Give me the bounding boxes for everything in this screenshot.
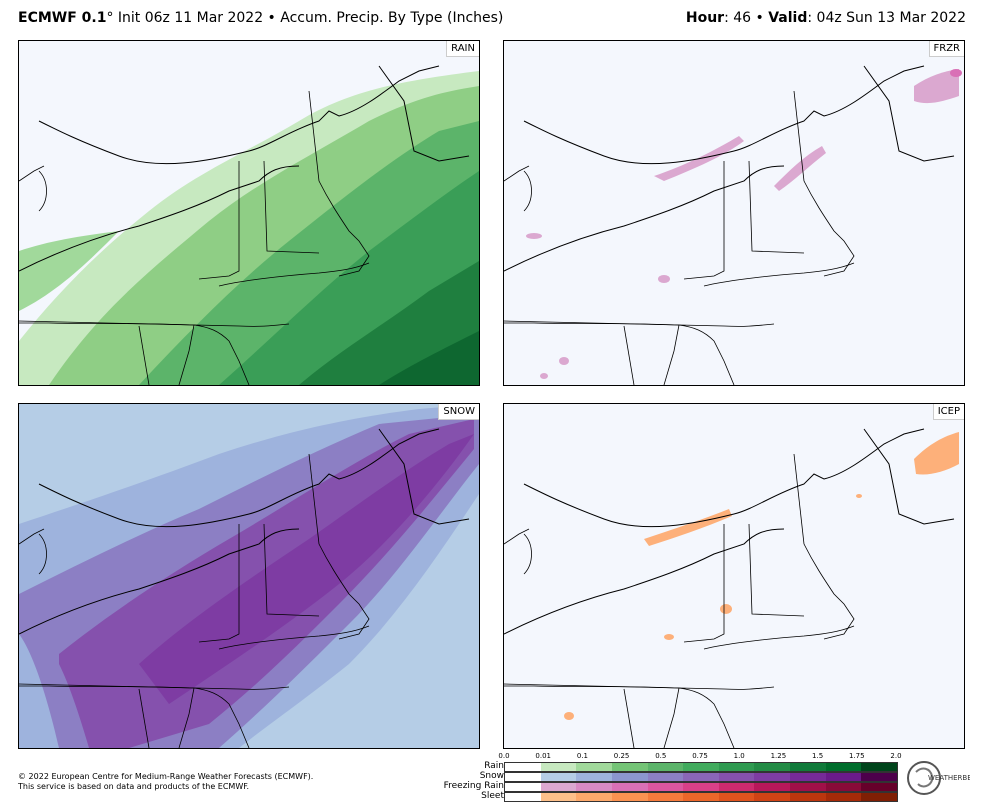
legend-swatch [683,773,719,781]
legend-swatch [505,793,541,801]
logo-text: WEATHERBELL [928,774,970,782]
legend-tick: 1.25 [770,752,787,760]
legend-swatch [754,793,791,801]
legend-tick: 0.75 [692,752,708,760]
legend-swatch [576,783,612,791]
precip-legend: 0.0 0.01 0.1 0.25 0.5 0.75 1.0 1.25 1.5 1.75 2.0 R… [420,752,902,804]
legend-tick: 0.0 [498,752,510,760]
valid-label: Valid [768,10,808,26]
legend-swatch [611,763,648,771]
legend-swatch [754,773,791,781]
legend-swatch [861,763,898,771]
legend-swatch [576,763,612,771]
legend-color-bar [504,792,898,802]
legend-swatch [611,783,648,791]
legend-swatch [718,793,755,801]
legend-row-name: Rain [484,761,504,771]
legend-row: Sleet [420,791,900,802]
legend-swatch [505,773,541,781]
chart-title: ECMWF 0.1° Init 06z 11 Mar 2022 • Accum.… [18,10,503,26]
footer: © 2022 European Centre for Medium-Range … [18,772,313,792]
degree-symbol: ° [106,10,114,26]
legend-swatch [647,783,684,791]
legend-swatch [825,793,862,801]
legend-tick: 0.5 [655,752,667,760]
legend-tick: 1.75 [849,752,865,760]
footer-line-2: This service is based on data and produc… [18,782,250,791]
legend-swatch [754,783,791,791]
legend-swatch [790,773,826,781]
frzr-label: FRZR [928,41,964,57]
legend-tick: 0.25 [613,752,630,760]
valid-time: Hour: 46 • Valid: 04z Sun 13 Mar 2022 [686,10,966,26]
rain-map [19,65,479,385]
legend-row: Rain [420,761,900,772]
legend-tick: 0.1 [576,752,588,760]
legend-swatch [825,763,862,771]
legend-swatch [861,783,898,791]
legend-swatch [861,773,898,781]
legend-swatch [611,793,648,801]
legend-swatch [576,793,612,801]
legend-swatch [683,783,719,791]
model-name: ECMWF 0.1 [18,10,107,26]
legend-swatch [647,793,684,801]
legend-swatch [576,773,612,781]
legend-swatch [540,763,577,771]
legend-tick: 0.01 [535,752,551,760]
legend-swatch [790,793,826,801]
weatherbell-logo: WEATHERBELL [906,756,980,800]
legend-row: Snow [420,771,900,782]
legend-swatch [647,773,684,781]
frzr-map [504,65,962,385]
legend-swatch [505,763,541,771]
legend-row: Freezing Rain [420,781,900,792]
legend-swatch [861,793,898,801]
rain-panel: RAIN [18,40,480,386]
legend-row-name: Sleet [481,791,504,801]
legend-ticks: 0.0 0.01 0.1 0.25 0.5 0.75 1.0 1.25 1.5 1.75 2.0 [498,752,901,762]
legend-swatch [647,763,684,771]
valid-value: : 04z Sun 13 Mar 2022 [807,10,966,26]
hour-label: Hour [685,10,725,26]
hour-value: : 46 • [724,10,769,26]
legend-swatch [540,783,577,791]
legend-tick: 1.0 [733,752,745,760]
icep-panel: ICEP [503,403,965,749]
frzr-panel: FRZR [503,40,965,386]
legend-row-name: Freezing Rain [443,781,504,791]
icep-label: ICEP [932,404,964,420]
snow-map [19,404,479,748]
legend-color-bar [504,782,898,792]
legend-swatch [718,773,755,781]
footer-line-1: © 2022 European Centre for Medium-Range … [18,772,314,781]
legend-swatch [790,783,826,791]
legend-tick: 1.5 [812,752,824,760]
snow-label: SNOW [438,404,479,420]
legend-swatch [540,773,577,781]
legend-swatch [505,783,541,791]
legend-swatch [790,763,826,771]
rain-label: RAIN [446,41,479,57]
legend-swatch [611,773,648,781]
legend-swatch [718,783,755,791]
legend-swatch [683,763,719,771]
legend-swatch [718,763,755,771]
legend-color-bar [504,762,898,772]
legend-swatch [540,793,577,801]
init-text: Init 06z 11 Mar 2022 • Accum. Precip. By… [113,10,504,26]
legend-color-bar [504,772,898,782]
snow-panel: SNOW [18,403,480,749]
legend-swatch [825,783,862,791]
legend-swatch [825,773,862,781]
legend-tick: 2.0 [890,752,902,760]
icep-map [504,428,959,748]
legend-swatch [683,793,719,801]
legend-row-name: Snow [479,771,504,781]
legend-swatch [754,763,791,771]
